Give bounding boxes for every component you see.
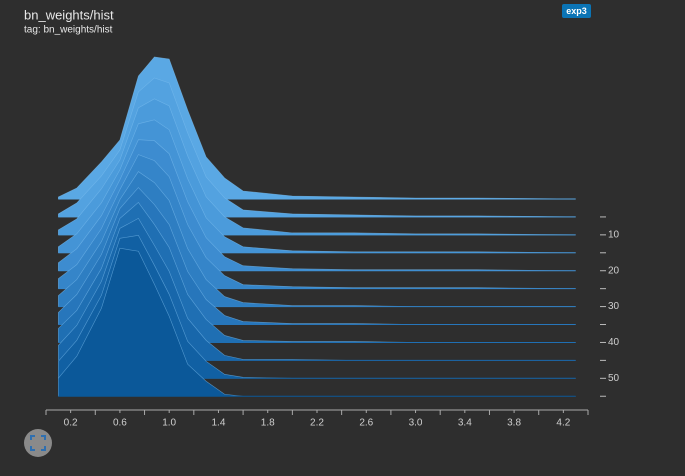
chart-title: bn_weights/hist — [24, 7, 114, 22]
run-badge-label: exp3 — [566, 6, 587, 16]
run-badge — [562, 4, 591, 18]
chart-subtitle: tag: bn_weights/hist — [24, 25, 113, 36]
x-tick-label: 0.6 — [113, 418, 127, 429]
x-tick-label: 1.8 — [261, 418, 275, 429]
x-tick-label: 3.8 — [507, 418, 521, 429]
step-tick-label: 20 — [608, 265, 620, 276]
x-tick-label: 2.2 — [310, 418, 324, 429]
x-tick-label: 3.4 — [458, 418, 472, 429]
step-tick-label: 30 — [608, 301, 620, 312]
x-tick-label: 2.6 — [359, 418, 373, 429]
step-tick-label: 50 — [608, 373, 620, 384]
x-tick-label: 4.2 — [556, 418, 570, 429]
x-tick-label: 1.4 — [212, 418, 226, 429]
x-tick-label: 3.0 — [409, 418, 423, 429]
x-tick-label: 1.0 — [162, 418, 176, 429]
step-tick-label: 40 — [608, 337, 620, 348]
x-tick-label: 0.2 — [64, 418, 78, 429]
fit-button[interactable] — [24, 429, 52, 457]
fit-button-icon[interactable] — [30, 435, 46, 451]
step-tick-label: 10 — [608, 230, 620, 241]
fit-button-circle[interactable] — [24, 429, 52, 457]
